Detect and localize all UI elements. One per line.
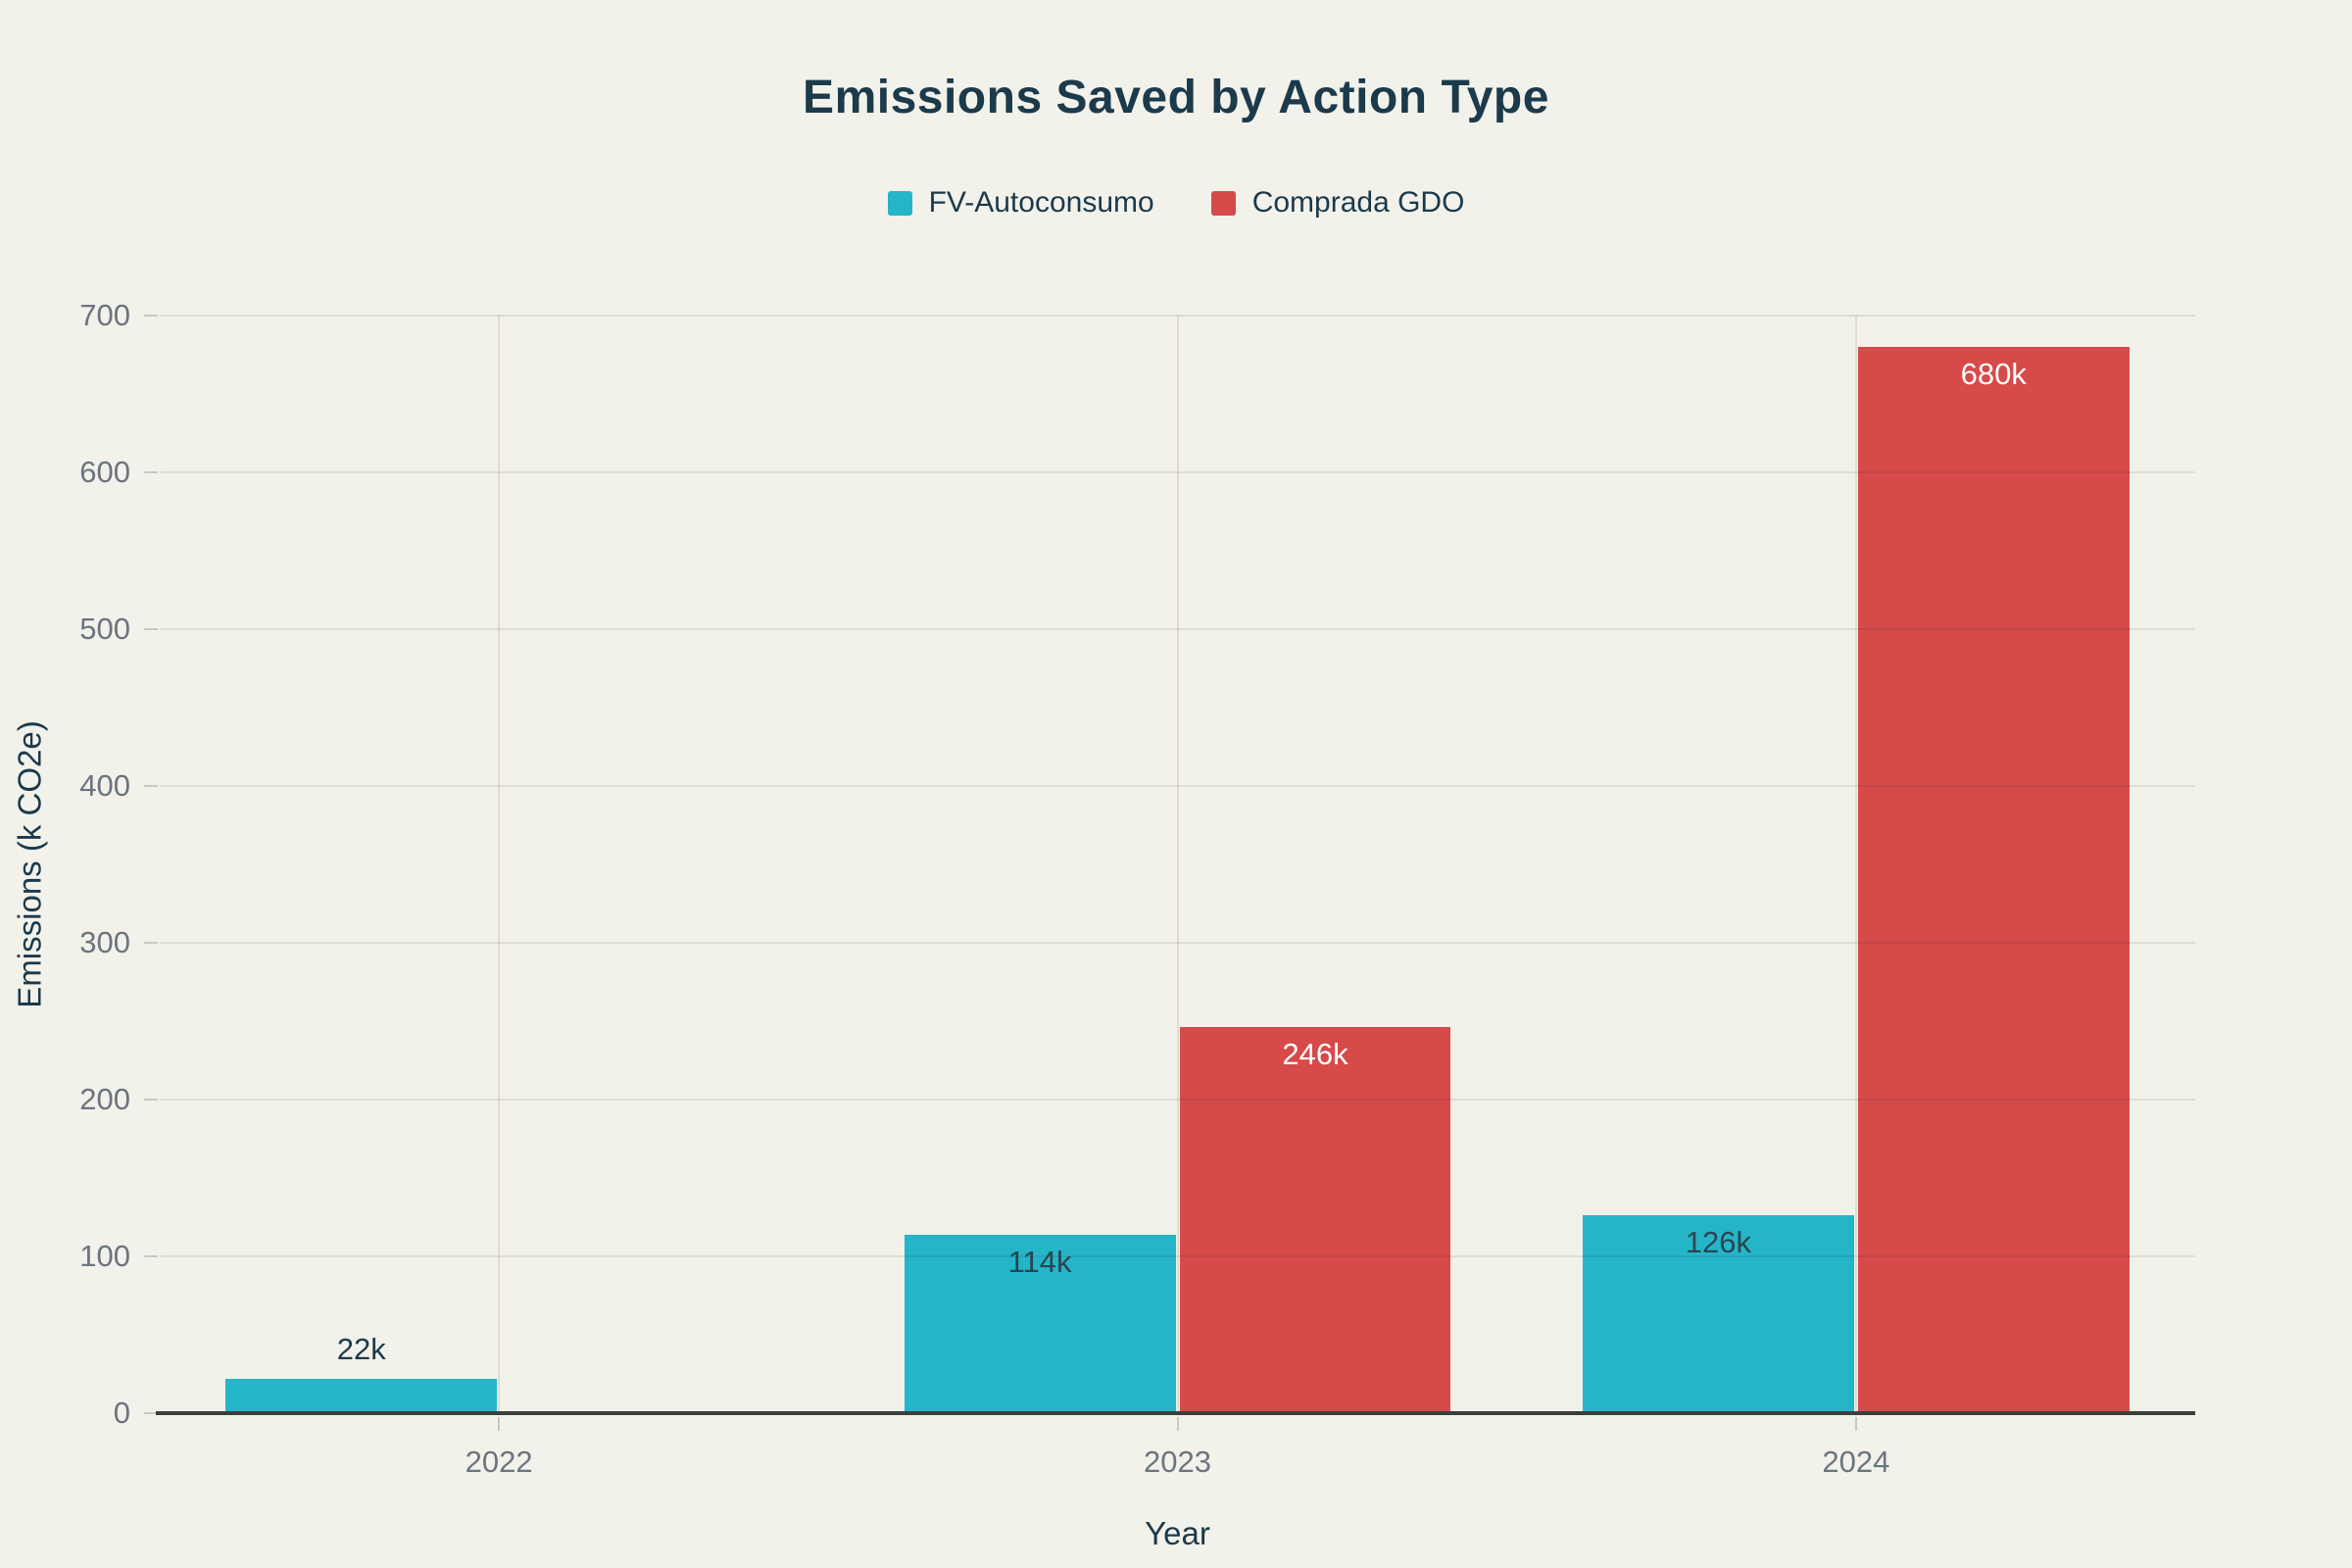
tick-mark	[498, 1417, 501, 1431]
gridline-h	[160, 627, 2195, 630]
bar-value-label: 246k	[1282, 1037, 1348, 1072]
bar-fv-autoconsumo-2023[interactable]: 114k	[904, 1234, 1176, 1413]
x-tick-label: 2024	[1822, 1445, 1890, 1479]
tick-mark	[144, 785, 158, 787]
gridline-h	[160, 941, 2195, 944]
bar-value-label: 22k	[336, 1331, 386, 1366]
x-tick-label: 2022	[465, 1445, 533, 1479]
y-tick-label: 0	[113, 1396, 130, 1430]
x-axis-title: Year	[1145, 1515, 1210, 1551]
legend: FV-Autoconsumo Comprada GDO	[0, 186, 2352, 220]
tick-mark	[144, 471, 158, 473]
x-axis-line	[156, 1411, 2195, 1415]
gridline-v	[1854, 316, 1857, 1413]
tick-mark	[144, 315, 158, 317]
y-tick-label: 200	[79, 1082, 130, 1116]
y-tick-label: 400	[79, 768, 130, 803]
tick-mark	[144, 1099, 158, 1101]
gridline-h	[160, 470, 2195, 473]
legend-swatch-teal-icon	[887, 190, 912, 216]
tick-mark	[144, 1255, 158, 1257]
legend-item-comprada-gdo[interactable]: Comprada GDO	[1210, 186, 1465, 220]
gridline-h	[160, 1255, 2195, 1257]
bar-comprada-gdo-2024[interactable]: 680k	[1857, 347, 2130, 1413]
y-axis: 0 100 200 300 400 500 600 700	[0, 298, 160, 1430]
bar-value-label: 680k	[1960, 357, 2027, 391]
y-tick-label: 300	[79, 925, 130, 959]
x-tick-label: 2023	[1144, 1445, 1211, 1479]
bar-comprada-gdo-2023[interactable]: 246k	[1179, 1027, 1451, 1413]
bar-value-label: 114k	[1007, 1244, 1072, 1279]
tick-mark	[144, 628, 158, 630]
y-tick-label: 700	[79, 298, 130, 332]
y-tick-label: 500	[79, 612, 130, 646]
tick-mark	[1854, 1417, 1857, 1431]
legend-swatch-red-icon	[1210, 190, 1236, 216]
y-tick-label: 100	[79, 1239, 130, 1273]
bar-fv-autoconsumo-2024[interactable]: 126k	[1582, 1215, 1854, 1413]
bar-value-label: 126k	[1685, 1225, 1751, 1260]
gridline-h	[160, 315, 2195, 317]
tick-mark	[144, 1412, 158, 1414]
tick-mark	[1176, 1417, 1179, 1431]
gridline-v	[498, 316, 501, 1413]
chart-title: Emissions Saved by Action Type	[803, 72, 1549, 123]
legend-label: Comprada GDO	[1251, 186, 1465, 219]
legend-label: FV-Autoconsumo	[928, 186, 1154, 219]
gridline-h	[160, 1099, 2195, 1101]
x-axis: Year 2022 2023 2024	[160, 1413, 2195, 1568]
y-tick-label: 600	[79, 455, 130, 489]
gridline-v	[1176, 316, 1179, 1413]
legend-item-fv-autoconsumo[interactable]: FV-Autoconsumo	[887, 186, 1154, 220]
plot-area: 22k 114k 126k 246k 680k	[156, 315, 2195, 1415]
tick-mark	[144, 942, 158, 944]
gridline-h	[160, 785, 2195, 787]
bar-fv-autoconsumo-2022[interactable]	[225, 1378, 498, 1413]
